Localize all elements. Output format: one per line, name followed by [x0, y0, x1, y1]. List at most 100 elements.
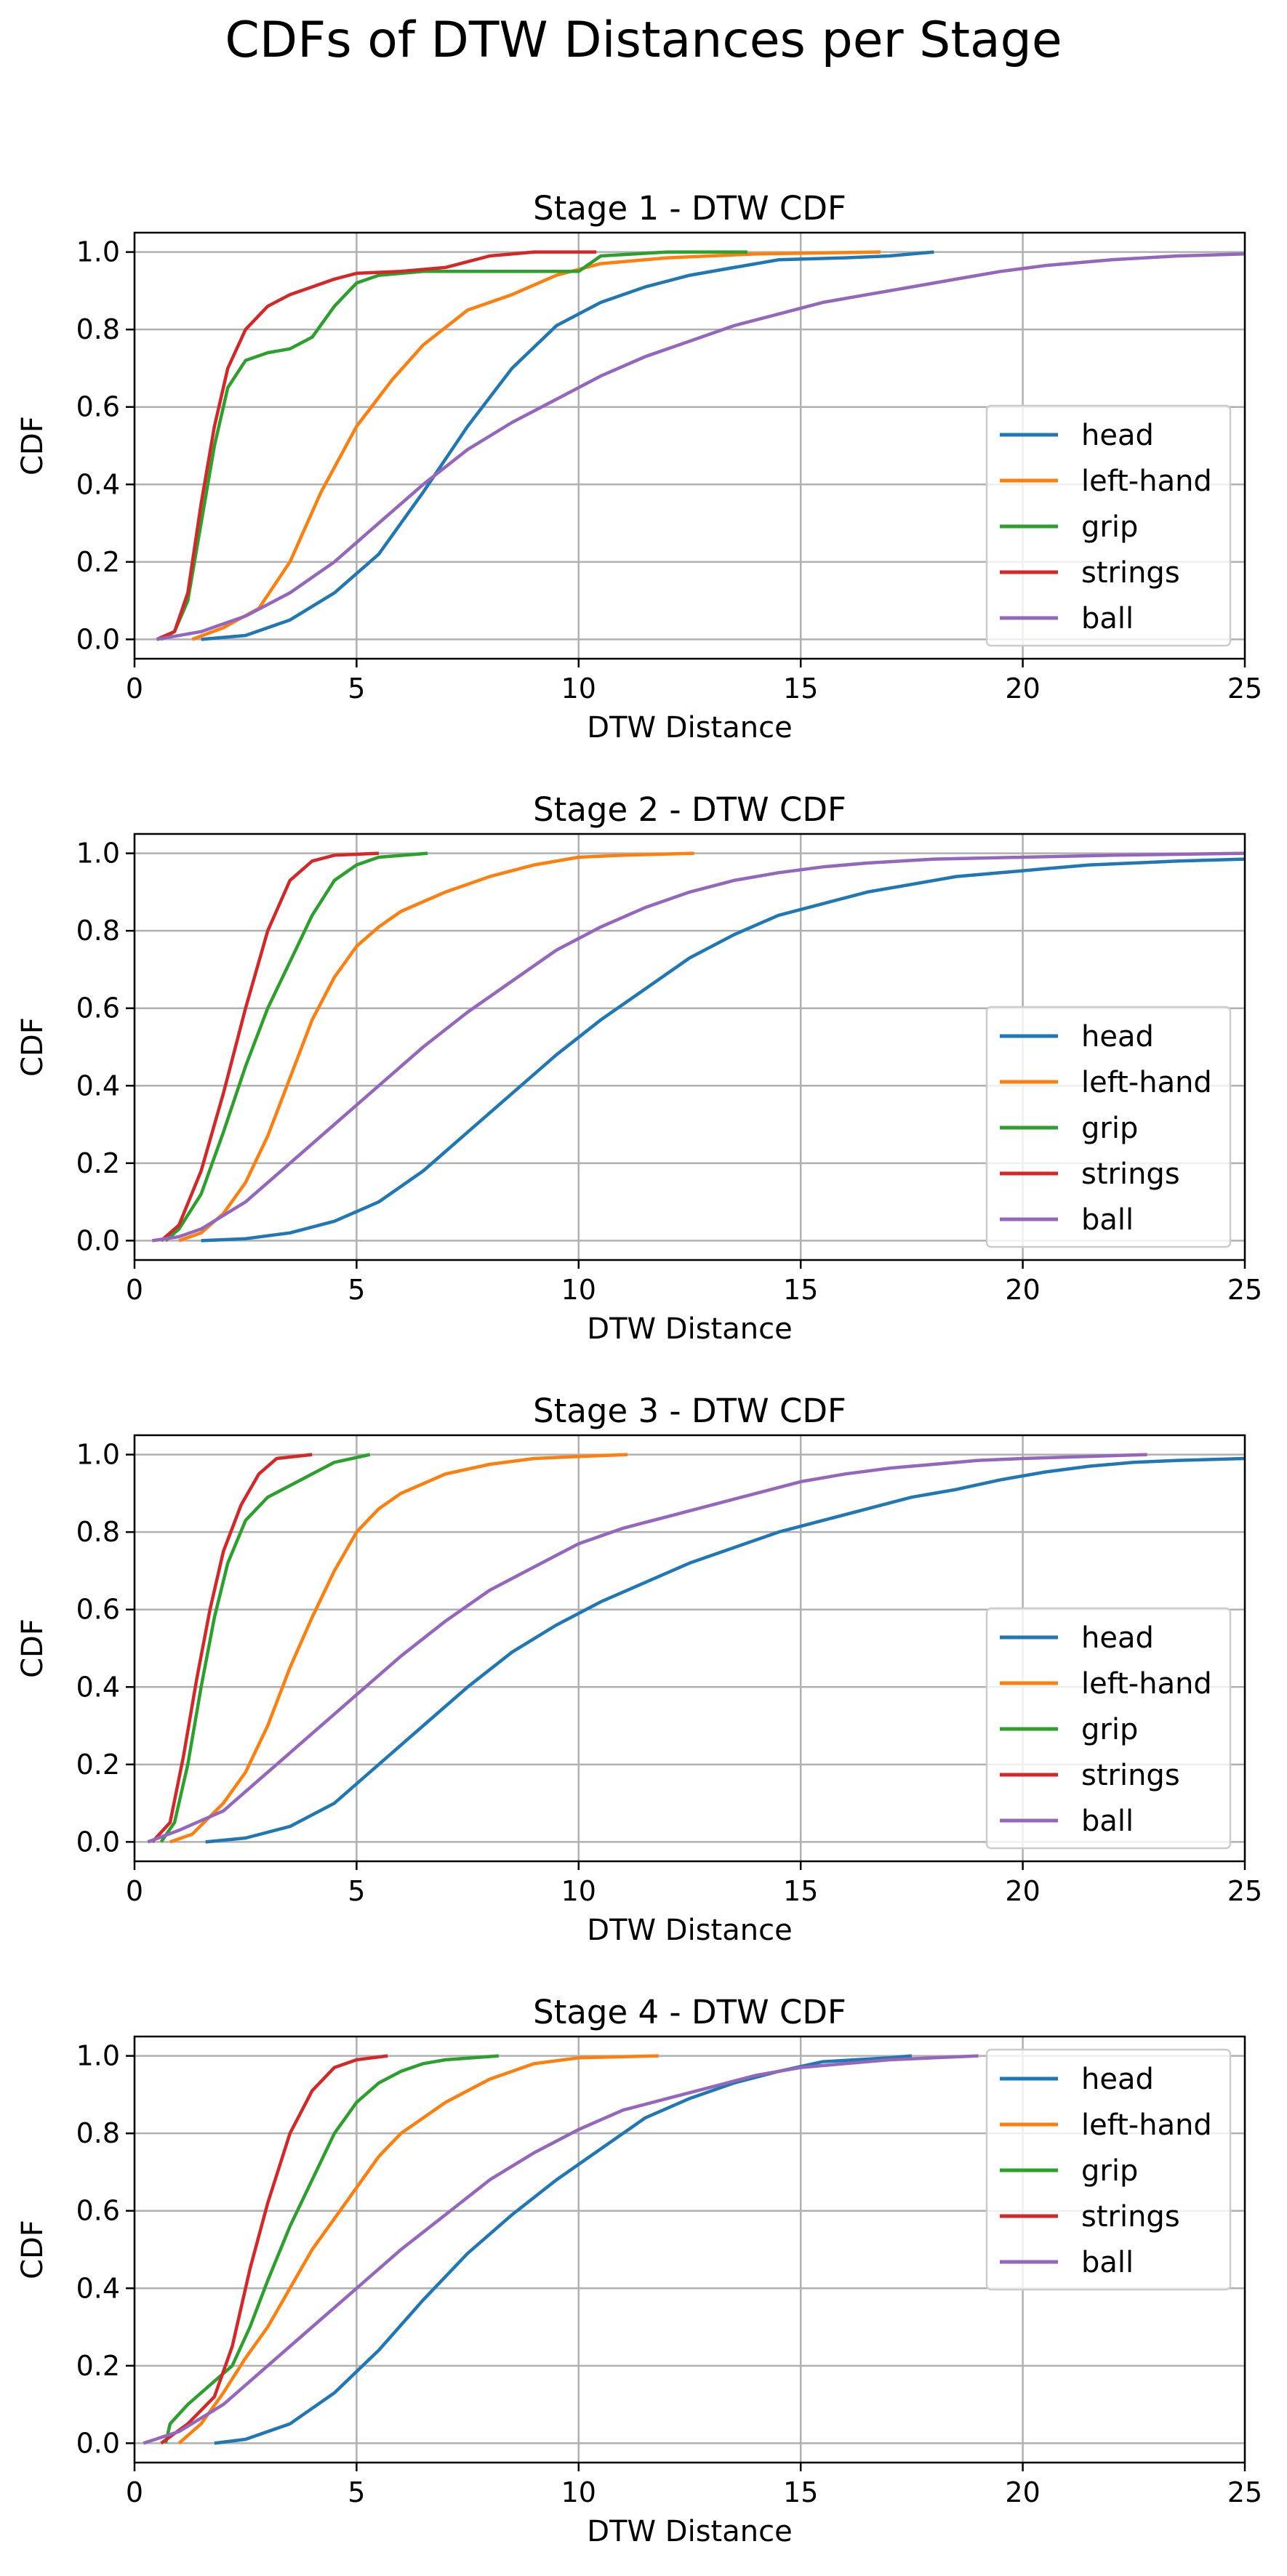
- legend-label-head: head: [1081, 419, 1154, 452]
- x-tick-label: 10: [561, 673, 596, 705]
- y-tick-label: 0.0: [76, 2427, 120, 2459]
- subplot-title: Stage 4 - DTW CDF: [533, 1993, 846, 2031]
- series-lines: [143, 2054, 979, 2445]
- x-tick-label: 25: [1227, 1274, 1262, 1306]
- y-tick-label: 0.0: [76, 623, 120, 655]
- legend-label-head: head: [1081, 2063, 1154, 2096]
- series-line-left-hand: [177, 2054, 659, 2445]
- y-tick-label: 0.8: [76, 313, 120, 345]
- series-line-head: [205, 1456, 1245, 1844]
- series-line-ball: [152, 851, 1245, 1243]
- x-axis-label: DTW Distance: [587, 1914, 792, 1947]
- y-tick-label: 0.0: [76, 1826, 120, 1858]
- legend-label-left-hand: left-hand: [1081, 1066, 1212, 1099]
- series-line-left-hand: [178, 851, 694, 1243]
- legend-label-ball: ball: [1081, 1203, 1134, 1237]
- subplot-title: Stage 3 - DTW CDF: [533, 1392, 846, 1430]
- x-tick-label: 20: [1005, 2476, 1040, 2508]
- series-line-strings: [160, 2054, 388, 2445]
- x-tick-label: 15: [783, 2476, 818, 2508]
- x-axis-label: DTW Distance: [587, 2515, 792, 2548]
- y-tick-label: 1.0: [76, 1439, 120, 1471]
- axes-frame: [133, 231, 1246, 660]
- legend-label-grip: grip: [1081, 1713, 1138, 1746]
- legend-label-head: head: [1081, 1020, 1154, 1054]
- x-tick-label: 10: [561, 1875, 596, 1907]
- x-tick-label: 5: [348, 2476, 365, 2508]
- legend-box: [985, 1006, 1232, 1248]
- x-tick-label: 25: [1227, 1875, 1262, 1907]
- legend-label-strings: strings: [1081, 556, 1180, 590]
- x-axis-label: DTW Distance: [587, 1312, 792, 1346]
- axes-frame: [133, 1434, 1246, 1863]
- axes-frame: [133, 832, 1246, 1261]
- series-lines: [156, 250, 1245, 641]
- x-tick-label: 10: [561, 1274, 596, 1306]
- legend-box: [985, 404, 1232, 647]
- legend-label-left-hand: left-hand: [1081, 2108, 1212, 2142]
- legend: head left-hand grip strings ball: [985, 1006, 1232, 1248]
- legend-box: [985, 1607, 1232, 1850]
- series-line-grip: [164, 2054, 500, 2444]
- x-tick-label: 10: [561, 2476, 596, 2508]
- x-tick-label: 20: [1005, 673, 1040, 705]
- y-tick-label: 0.4: [76, 2272, 120, 2304]
- series-line-head: [201, 250, 934, 641]
- series-line-grip: [164, 851, 428, 1243]
- x-tick-label: 0: [126, 1274, 143, 1306]
- subplot-title: Stage 1 - DTW CDF: [533, 189, 846, 228]
- series-line-ball: [147, 1453, 1147, 1844]
- y-tick-label: 0.8: [76, 1516, 120, 1548]
- x-axis-label: DTW Distance: [587, 711, 792, 745]
- y-tick-label: 0.4: [76, 1070, 120, 1102]
- x-tick-label: 15: [783, 673, 818, 705]
- x-tick-label: 15: [783, 1875, 818, 1907]
- series-line-left-hand: [191, 250, 881, 641]
- y-tick-label: 0.6: [76, 992, 120, 1024]
- y-tick-label: 0.6: [76, 391, 120, 423]
- subplot-stage-1: Stage 1 - DTW CDF 0 5 10 15 20 25 0.0 0.2 0.4 0.6 0…: [16, 189, 1262, 745]
- y-tick-label: 0.8: [76, 915, 120, 947]
- x-tick-label: 25: [1227, 2476, 1262, 2508]
- y-tick-label: 0.4: [76, 1671, 120, 1703]
- legend-box: [985, 2048, 1232, 2291]
- x-tick-label: 25: [1227, 673, 1262, 705]
- y-tick-label: 1.0: [76, 838, 120, 870]
- x-tick-label: 15: [783, 1274, 818, 1306]
- legend-label-grip: grip: [1081, 1112, 1138, 1145]
- y-tick-label: 0.2: [76, 2350, 120, 2382]
- series-line-ball: [156, 252, 1245, 641]
- y-tick-label: 1.0: [76, 236, 120, 268]
- y-tick-label: 0.2: [76, 546, 120, 578]
- x-tick-label: 0: [126, 673, 143, 705]
- series-line-strings: [156, 250, 597, 641]
- y-axis-label: CDF: [16, 416, 49, 476]
- x-tick-label: 5: [348, 1274, 365, 1306]
- subplot-stage-3: Stage 3 - DTW CDF 0 5 10 15 20 25 0.0 0.2 0.4 0.6 0…: [16, 1392, 1262, 1947]
- y-tick-label: 0.4: [76, 468, 120, 500]
- legend: head left-hand grip strings ball: [985, 2048, 1232, 2291]
- axes-frame: [133, 2035, 1246, 2464]
- legend-label-strings: strings: [1081, 1759, 1180, 1792]
- subplot-title: Stage 2 - DTW CDF: [533, 790, 846, 829]
- legend-label-ball: ball: [1081, 2246, 1134, 2279]
- x-tick-label: 20: [1005, 1875, 1040, 1907]
- y-tick-label: 0.6: [76, 2195, 120, 2227]
- y-tick-label: 0.8: [76, 2117, 120, 2149]
- legend-label-strings: strings: [1081, 2200, 1180, 2234]
- series-line-left-hand: [169, 1453, 628, 1844]
- legend-label-ball: ball: [1081, 1805, 1134, 1838]
- legend-label-left-hand: left-hand: [1081, 465, 1212, 498]
- x-tick-label: 5: [348, 673, 365, 705]
- legend-label-left-hand: left-hand: [1081, 1667, 1212, 1701]
- y-tick-label: 1.0: [76, 2040, 120, 2072]
- series-lines: [147, 1453, 1245, 1844]
- figure-title: CDFs of DTW Distances per Stage: [225, 12, 1062, 69]
- series-line-grip: [160, 250, 747, 641]
- subplot-stage-2: Stage 2 - DTW CDF 0 5 10 15 20 25 0.0 0.2 0.4 0.6 0…: [16, 790, 1262, 1346]
- series-lines: [152, 851, 1245, 1243]
- series-line-grip: [159, 1453, 371, 1843]
- y-axis-label: CDF: [16, 1017, 49, 1077]
- legend-label-ball: ball: [1081, 602, 1134, 635]
